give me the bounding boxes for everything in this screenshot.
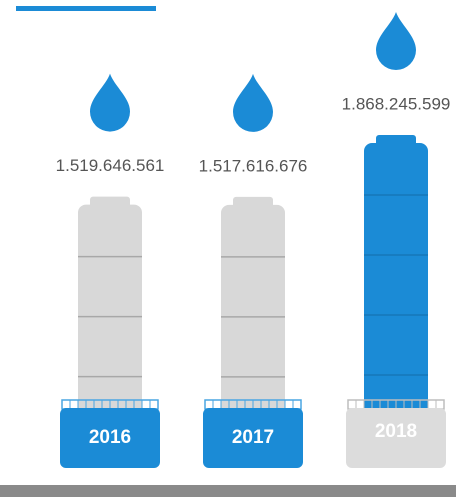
value-label: 1.519.646.561 xyxy=(56,156,165,175)
year-box xyxy=(60,408,160,468)
year-box xyxy=(203,408,303,468)
header-rule xyxy=(16,6,156,11)
drop-icon xyxy=(90,73,130,132)
drop-icon xyxy=(376,12,416,70)
ground xyxy=(0,485,456,497)
year-label: 2018 xyxy=(375,421,417,442)
drop-icon xyxy=(233,73,273,132)
value-label: 1.868.245.599 xyxy=(342,94,451,113)
value-label: 1.517.616.676 xyxy=(199,156,308,175)
tank xyxy=(364,143,428,465)
year-box xyxy=(346,408,446,468)
year-label: 2017 xyxy=(232,427,274,448)
year-label: 2016 xyxy=(89,427,131,448)
